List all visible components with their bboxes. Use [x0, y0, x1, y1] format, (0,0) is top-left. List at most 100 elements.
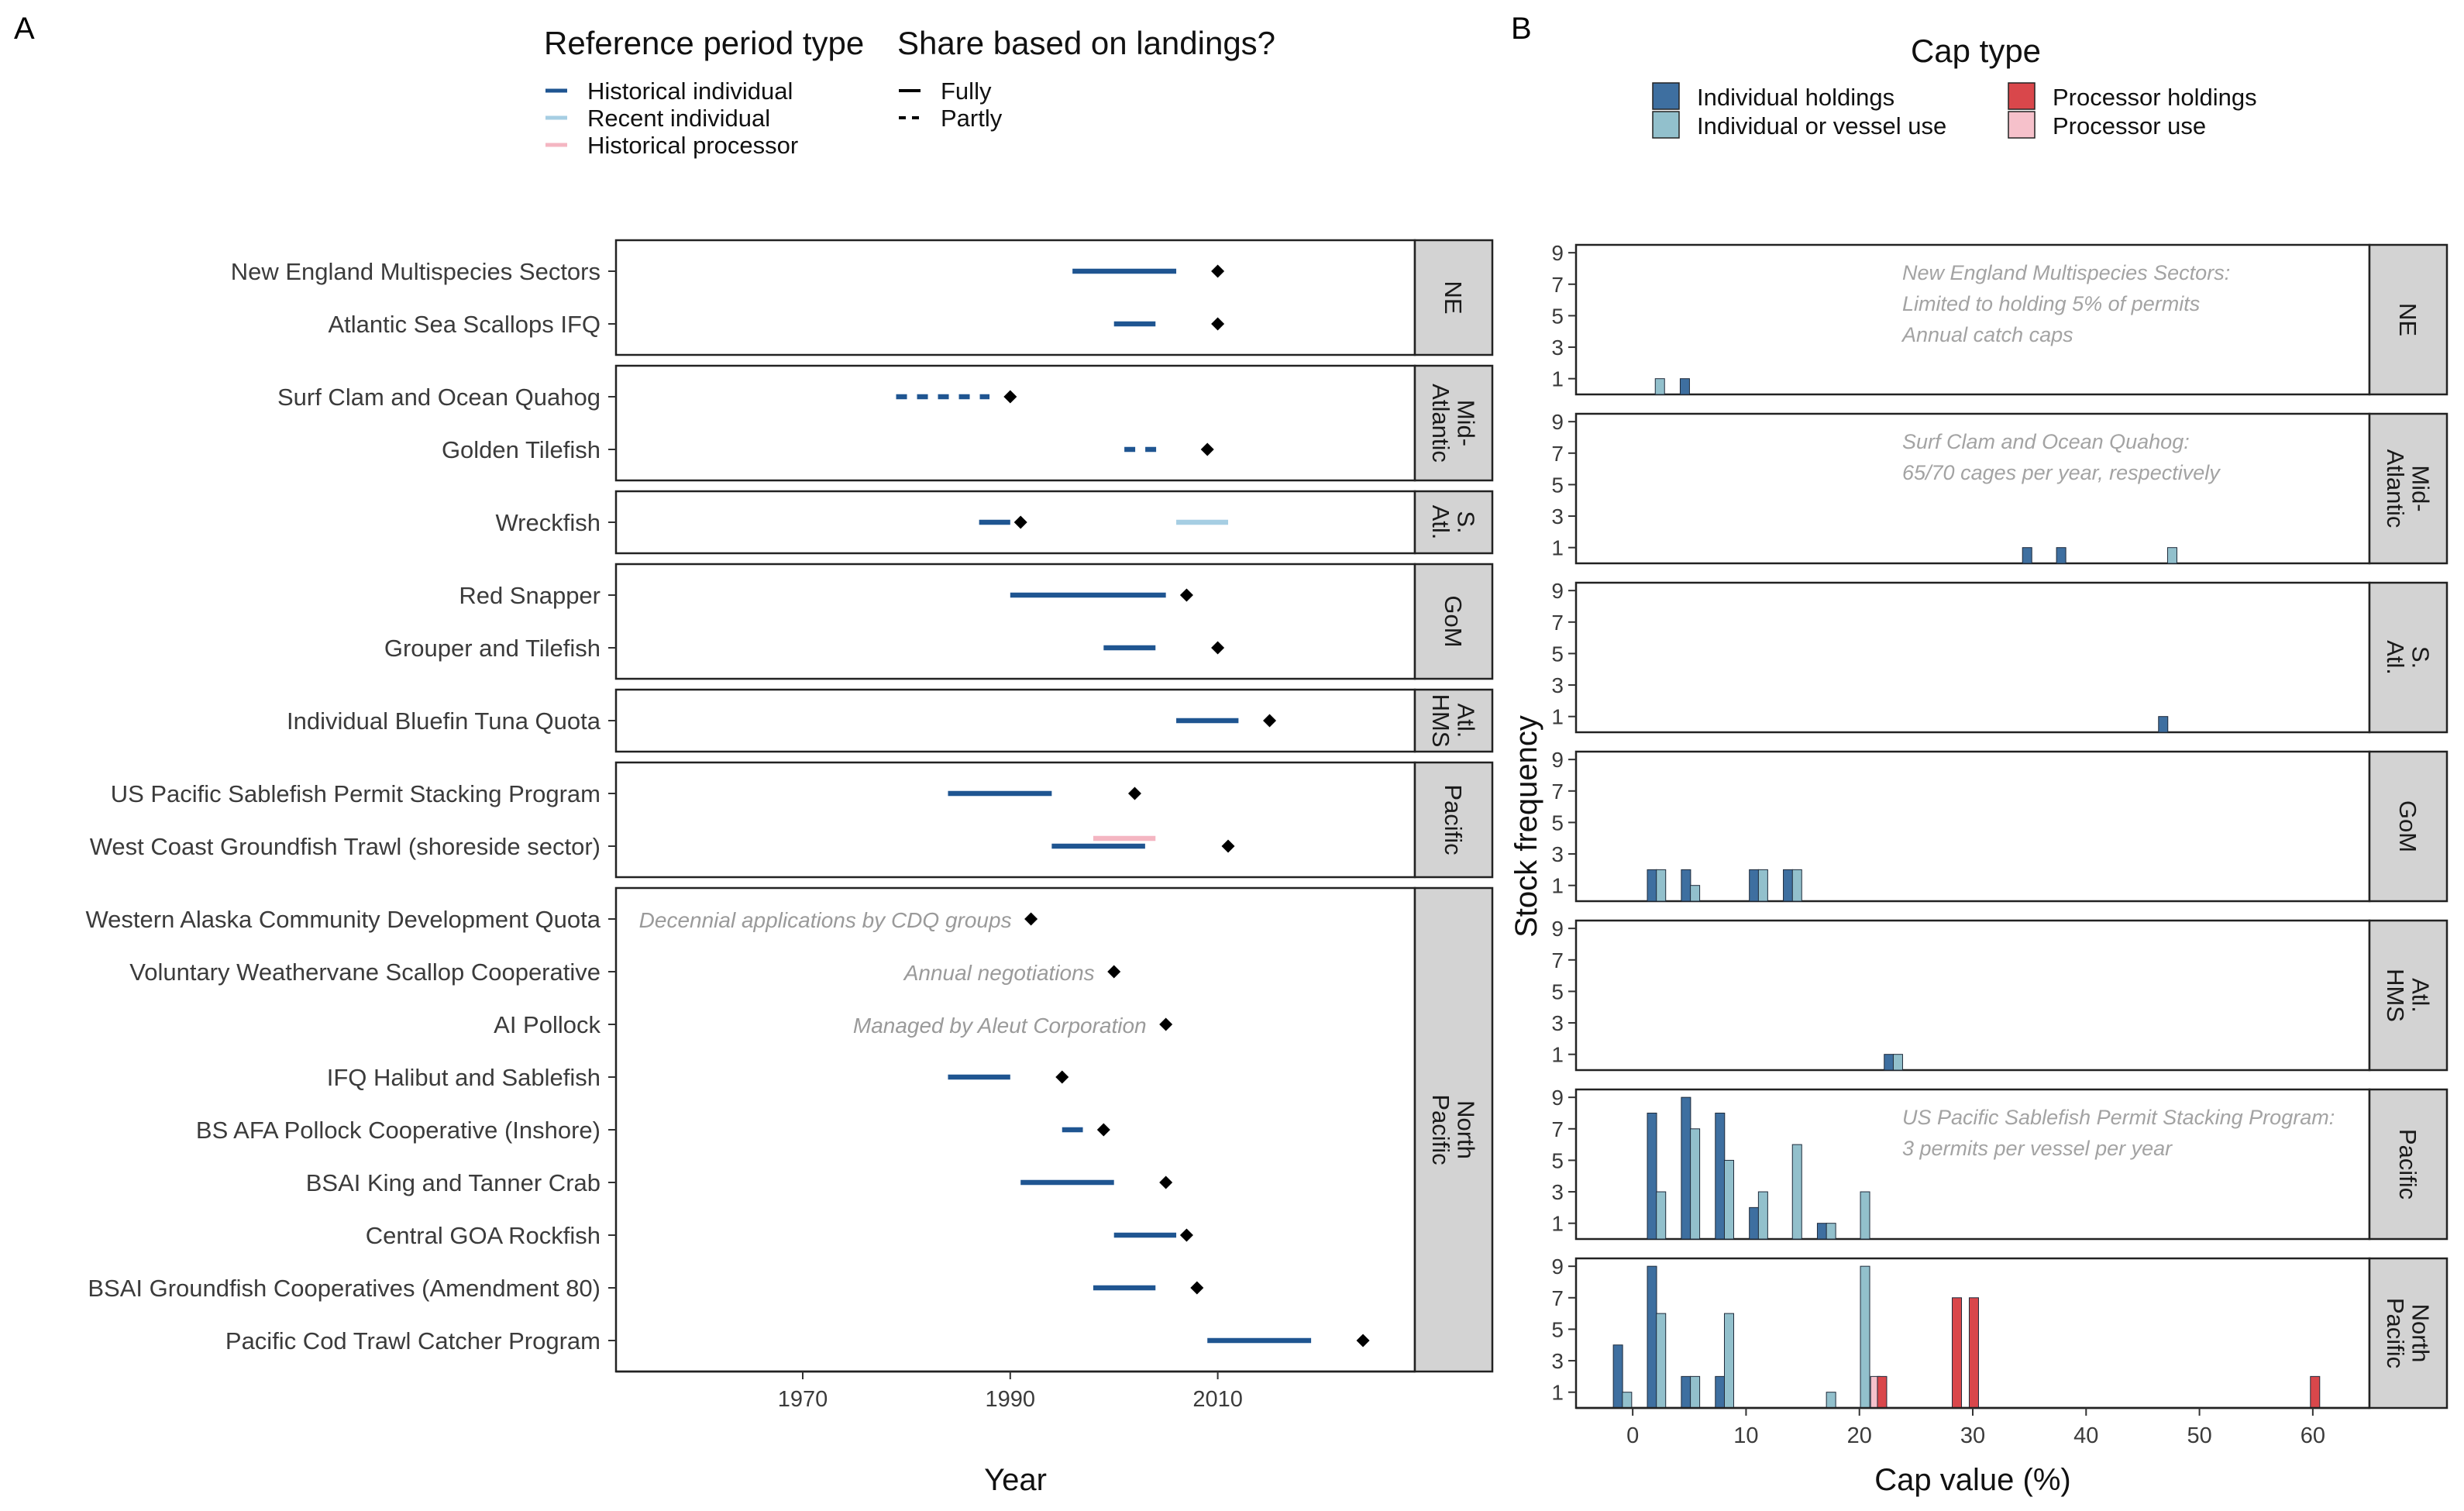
legend-cap-label: Individual holdings [1697, 84, 1894, 111]
facet-strip-label: GoM [2394, 800, 2421, 852]
program-label: West Coast Groundfish Trawl (shoreside s… [90, 833, 601, 860]
facet-strip [2368, 750, 2449, 903]
implementation-point [1221, 839, 1235, 853]
y-tick-label: 7 [1551, 948, 1564, 972]
facet-strip-label: NorthPacific [1427, 1094, 1480, 1165]
y-tick-label: 9 [1551, 917, 1564, 941]
y-tick-label: 5 [1551, 473, 1564, 497]
facet-panel [614, 490, 1416, 555]
facet-panel [614, 761, 1416, 879]
program-label: New England Multispecies Sectors [231, 258, 601, 285]
y-tick-label: 5 [1551, 1148, 1564, 1172]
program-label: Voluntary Weathervane Scallop Cooperativ… [129, 959, 601, 986]
implementation-point [1013, 515, 1027, 529]
x-tick-label: 1970 [778, 1387, 828, 1412]
implementation-point [1107, 965, 1121, 979]
facet-strip [1413, 886, 1494, 1373]
facet-strip [2368, 1088, 2449, 1241]
histogram-bar [1952, 1297, 1963, 1409]
histogram-bar [1647, 1265, 1657, 1409]
implementation-point [1356, 1334, 1370, 1348]
legend-cap-key [2008, 82, 2036, 110]
legend-cap-label: Processor holdings [2053, 84, 2257, 111]
implementation-point [1096, 1123, 1110, 1137]
facet-strip [2368, 412, 2449, 565]
implementation-point [1024, 912, 1038, 926]
program-note: Decennial applications by CDQ groups [639, 908, 1012, 932]
facet-strip-label-group: Pacific [2394, 1129, 2421, 1200]
facet-strip-label: S.Atl. [2382, 640, 2435, 675]
facet-note: US Pacific Sablefish Permit Stacking Pro… [1902, 1106, 2335, 1129]
y-tick-label: 3 [1551, 1011, 1564, 1035]
facet-note: 65/70 cages per year, respectively [1902, 461, 2221, 484]
histogram-bar [1791, 1144, 1802, 1240]
program-label: Golden Tilefish [442, 436, 601, 463]
histogram-bar [1826, 1392, 1836, 1409]
histogram-bar [1715, 1112, 1726, 1240]
facet-strip-label-group: Atl.HMS [1427, 694, 1480, 748]
facet-strip-label-group: Mid-Atlantic [2382, 449, 2435, 528]
facet-panel [614, 239, 1416, 356]
program-label: BS AFA Pollock Cooperative (Inshore) [196, 1117, 601, 1144]
implementation-point [1200, 442, 1214, 456]
histogram-bar [1690, 885, 1701, 902]
legend-ref-label: Historical individual [587, 77, 793, 105]
facet-panel [1574, 919, 2371, 1072]
panel-b-label: B [1511, 12, 1532, 46]
legend-reference-title: Reference period type [544, 25, 864, 61]
histogram-bar [2022, 547, 2032, 564]
facet-note: Annual catch caps [1901, 323, 2073, 346]
legend-panel-a: Reference period type Share based on lan… [544, 25, 1275, 159]
facet-strip-label: Pacific [1440, 784, 1467, 855]
facet-strip-label-group: S.Atl. [1427, 505, 1480, 540]
y-axis-title: Stock frequency [1509, 715, 1543, 938]
implementation-point [1179, 588, 1193, 602]
histogram-bar [1860, 1191, 1870, 1240]
implementation-point [1159, 1175, 1173, 1189]
facet-strip-label: Mid-Atlantic [1427, 384, 1480, 463]
x-tick-label: 60 [2301, 1423, 2325, 1448]
facet-strip-label: Atl.HMS [2382, 969, 2435, 1022]
x-tick-label: 30 [1960, 1423, 1985, 1448]
facet-strip-label-group: NE [2394, 303, 2421, 336]
y-tick-label: 3 [1551, 1180, 1564, 1204]
facet-strip-label: Atl.HMS [1427, 694, 1480, 748]
facet-strip-label-group: GoM [2394, 800, 2421, 852]
implementation-point [1211, 317, 1225, 331]
facet-strip [1413, 239, 1494, 356]
x-tick-label: 0 [1626, 1423, 1639, 1448]
histogram-bar [1757, 1191, 1768, 1240]
facet-strip-label-group: NE [1440, 281, 1467, 314]
histogram-bar [1647, 869, 1657, 902]
histogram-bar [1723, 1313, 1734, 1409]
histogram-bar [1690, 1375, 1701, 1409]
y-tick-label: 5 [1551, 642, 1564, 666]
y-tick-label: 7 [1551, 611, 1564, 635]
histogram-bar [1715, 1375, 1726, 1409]
histogram-bar [1622, 1392, 1633, 1409]
facet-panel [614, 688, 1416, 753]
x-tick-label: 40 [2073, 1423, 2098, 1448]
histogram-bar [1681, 869, 1691, 902]
histogram-bar [1877, 1375, 1888, 1409]
histogram-bar [1612, 1344, 1623, 1409]
histogram-bar [2166, 547, 2177, 564]
y-tick-label: 7 [1551, 273, 1564, 297]
y-tick-label: 3 [1551, 673, 1564, 697]
program-label: Atlantic Sea Scallops IFQ [329, 311, 601, 338]
histogram-bar [1816, 1223, 1827, 1240]
program-label: US Pacific Sablefish Permit Stacking Pro… [111, 780, 601, 807]
program-note: Managed by Aleut Corporation [853, 1014, 1147, 1038]
facet-strip-label: Mid-Atlantic [2382, 449, 2435, 528]
legend-cap-type-title: Cap type [1911, 33, 2041, 69]
histogram-bar [1690, 1128, 1701, 1240]
legend-cap-key [1652, 111, 1680, 139]
facet-strip-label: S.Atl. [1427, 505, 1480, 540]
histogram-bar [2310, 1375, 2321, 1409]
y-tick-label: 1 [1551, 705, 1564, 729]
histogram-bar [1681, 1375, 1691, 1409]
x-tick-label: 1990 [986, 1387, 1036, 1412]
program-label: AI Pollock [494, 1011, 601, 1038]
